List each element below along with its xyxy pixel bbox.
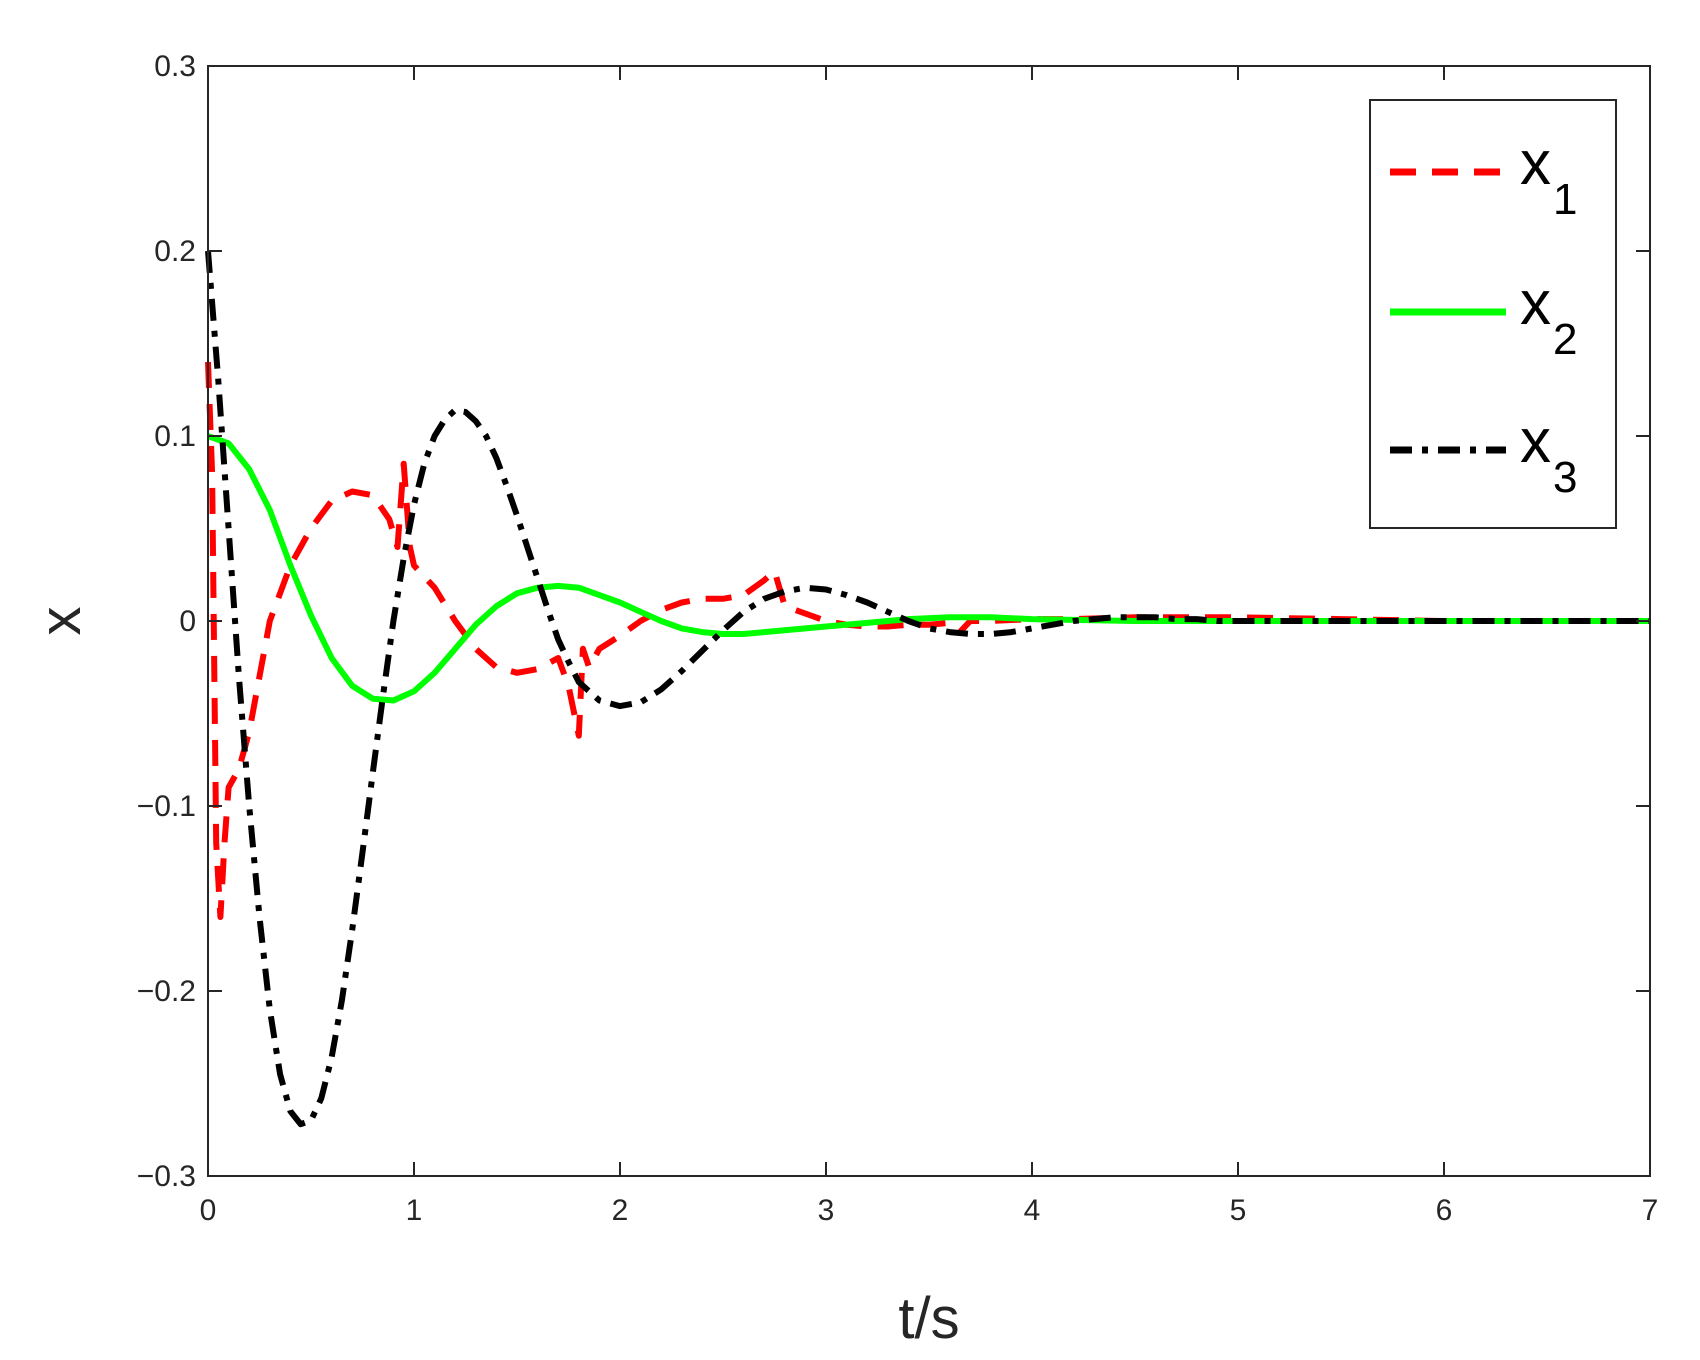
series-layer <box>205 250 1650 1128</box>
x-tick-label: 3 <box>818 1194 835 1227</box>
x-tick-label: 4 <box>1024 1194 1041 1227</box>
legend-label-x3: x3 <box>1520 407 1577 502</box>
legend-label-x2: x2 <box>1520 269 1577 364</box>
y-tick-label: −0.1 <box>137 790 196 823</box>
legend-label-x1: x1 <box>1520 129 1577 224</box>
series-line-x3 <box>205 250 1650 1128</box>
ticks-layer: 0 1 2 3 4 5 6 7 −0.3 −0.2 −0.1 0 0.1 0.2 0.3 <box>137 50 1659 1227</box>
legend-label-base: x <box>1520 407 1551 476</box>
y-tick-label: 0 <box>179 605 196 638</box>
y-tick-label: 0.2 <box>154 235 196 268</box>
y-tick-label: −0.2 <box>137 975 196 1008</box>
x-tick-label: 6 <box>1436 1194 1453 1227</box>
x-tick-label: 7 <box>1642 1194 1659 1227</box>
legend-label-subscript: 2 <box>1553 315 1577 364</box>
y-axis-label: x <box>28 607 93 636</box>
series-line-x2 <box>206 433 1650 704</box>
series-line-x1 <box>205 361 1650 920</box>
x-axis-label: t/s <box>898 1286 959 1351</box>
y-tick-label: 0.1 <box>154 420 196 453</box>
x-tick-label: 5 <box>1230 1194 1247 1227</box>
y-tick-label: 0.3 <box>154 50 196 83</box>
y-tick-label: −0.3 <box>137 1160 196 1193</box>
x-tick-label: 1 <box>406 1194 423 1227</box>
legend-label-base: x <box>1520 129 1551 198</box>
legend-label-base: x <box>1520 269 1551 338</box>
x-tick-label: 2 <box>612 1194 629 1227</box>
legend-label-subscript: 1 <box>1553 175 1577 224</box>
legend-label-subscript: 3 <box>1553 453 1577 502</box>
x-tick-label: 0 <box>200 1194 217 1227</box>
